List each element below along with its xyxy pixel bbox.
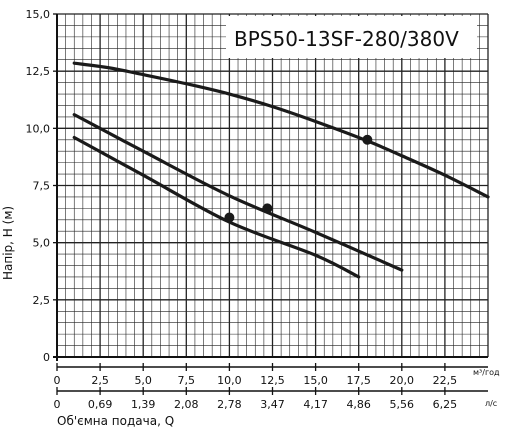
x2-tick-label: 4,17 — [303, 398, 328, 411]
x-unit-label: м³/год — [473, 368, 500, 377]
x2-tick-label: 2,78 — [217, 398, 242, 411]
series-marker-1 — [362, 134, 373, 145]
series-marker-3 — [224, 212, 235, 223]
x-tick-label: 22,5 — [433, 374, 458, 387]
y-axis-title: Напір, Н (м) — [1, 206, 15, 280]
x-tick-label: 2,5 — [91, 374, 109, 387]
x2-tick-label: 0 — [54, 398, 61, 411]
y-tick-label: 7,5 — [33, 180, 51, 193]
y-tick-label: 5,0 — [33, 237, 51, 250]
x-axis-title: Об'ємна подача, Q — [57, 414, 174, 428]
y-tick-label: 2,5 — [33, 294, 51, 307]
x-tick-label: 7,5 — [178, 374, 196, 387]
x2-tick-label: 1,39 — [131, 398, 156, 411]
x-tick-label: 15,0 — [303, 374, 328, 387]
x2-tick-label: 5,56 — [390, 398, 415, 411]
x2-tick-label: 4,86 — [346, 398, 371, 411]
x2-tick-label: 2,08 — [174, 398, 199, 411]
x-tick-label: 17,5 — [346, 374, 371, 387]
x-tick-label: 12,5 — [260, 374, 285, 387]
series-line-1 — [72, 61, 490, 199]
x2-tick-label: 3,47 — [260, 398, 285, 411]
series-line-2 — [72, 113, 404, 272]
x-tick-label: 5,0 — [134, 374, 152, 387]
series-layer — [72, 61, 490, 279]
tick-labels: 0 2,5 5,0 7,5 10,0 12,5 15,0 0 2,5 5,0 7,5 10,0 12,5… — [26, 8, 458, 411]
y-tick-label: 0 — [43, 351, 50, 364]
x2-tick-label: 6,25 — [433, 398, 458, 411]
y-tick-label: 10,0 — [26, 122, 51, 135]
x-tick-label: 10,0 — [217, 374, 242, 387]
y-tick-label: 15,0 — [26, 8, 51, 21]
y-tick-label: 12,5 — [26, 65, 51, 78]
x-tick-label: 0 — [54, 374, 61, 387]
chart-title: BPS50-13SF-280/380V — [234, 27, 459, 51]
title-box — [226, 16, 477, 58]
series-marker-2 — [262, 203, 273, 214]
x2-unit-label: л/с — [485, 399, 497, 408]
x-tick-label: 20,0 — [390, 374, 415, 387]
x2-tick-label: 0,69 — [88, 398, 113, 411]
